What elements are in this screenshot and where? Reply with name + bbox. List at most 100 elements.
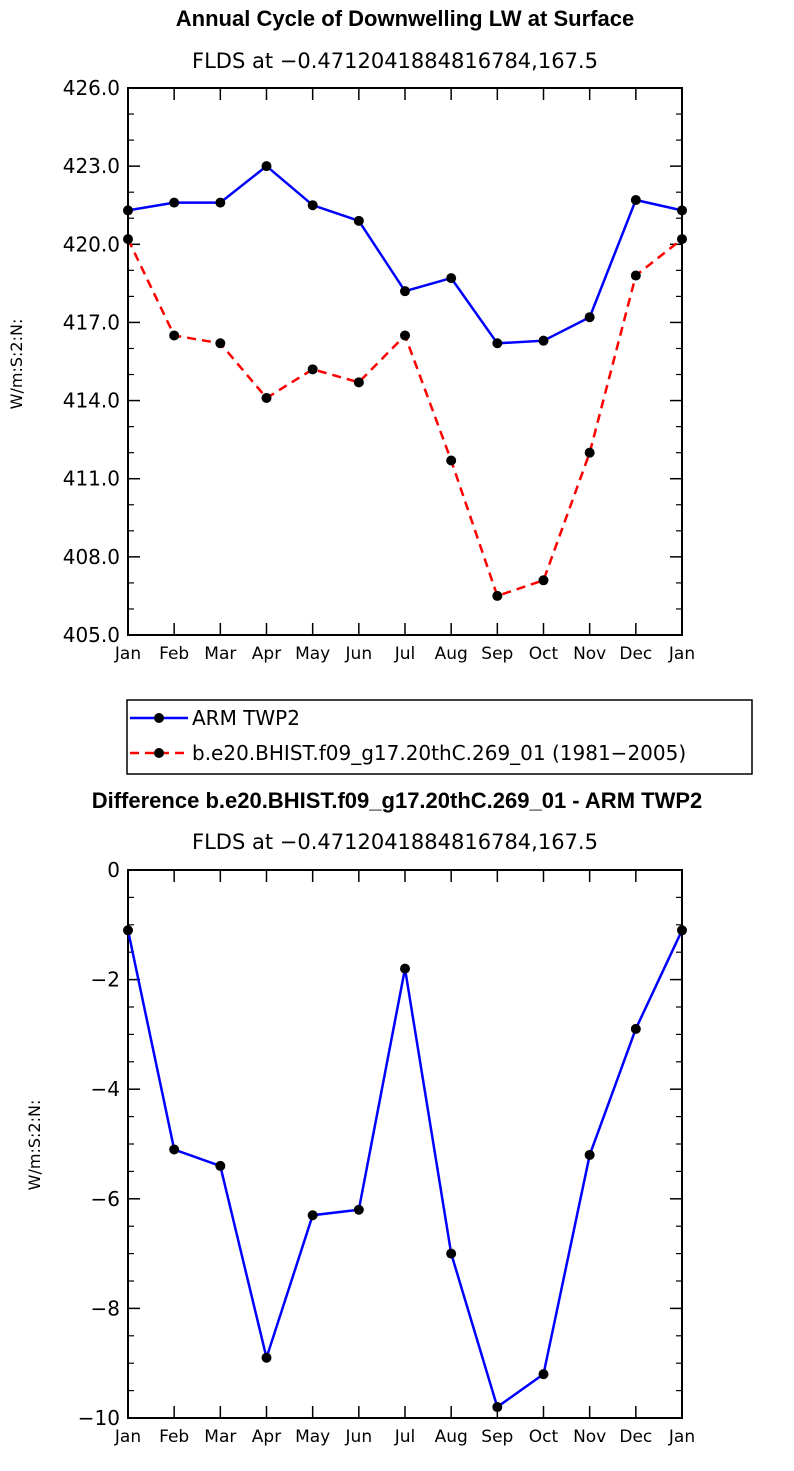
legend-marker-model xyxy=(154,748,164,758)
y-tick-label: 417.0 xyxy=(63,310,120,334)
plot-frame xyxy=(127,869,683,1419)
y-tick-label: 0 xyxy=(107,858,120,882)
data-point xyxy=(215,1160,226,1171)
chart-title: Annual Cycle of Downwelling LW at Surfac… xyxy=(176,6,634,31)
data-point xyxy=(630,195,641,206)
data-point xyxy=(215,197,226,208)
x-tick-label: Feb xyxy=(159,644,189,664)
data-point xyxy=(492,338,503,349)
x-tick-label: Mar xyxy=(204,1427,236,1447)
x-tick-label: Dec xyxy=(619,644,652,664)
y-tick-label: −4 xyxy=(91,1077,120,1101)
legend-label-arm: ARM TWP2 xyxy=(192,706,300,730)
data-point xyxy=(123,234,133,245)
data-point xyxy=(400,330,410,341)
data-point xyxy=(400,286,410,297)
x-tick-label: Jan xyxy=(114,1427,141,1447)
legend-marker-arm xyxy=(154,713,164,723)
x-tick-label: May xyxy=(295,1427,330,1447)
plot-border xyxy=(127,869,683,1419)
data-point xyxy=(677,925,687,936)
data-point xyxy=(677,234,687,245)
series-line-0 xyxy=(127,164,683,345)
legend: ARM TWP2 b.e20.BHIST.f09_g17.20thC.269_0… xyxy=(126,699,753,775)
y-axis-label: W/m:S:2:N: xyxy=(25,1100,44,1191)
x-tick-label: Oct xyxy=(529,1427,559,1447)
data-point xyxy=(677,205,687,216)
y-tick-label: 423.0 xyxy=(63,154,120,178)
data-point xyxy=(584,312,595,323)
data-point xyxy=(584,1149,595,1160)
tick-labels: 405.0 408.0 411.0 414.0 417.0 420.0 423.0 426.0… xyxy=(63,76,695,664)
x-tick-label: Jun xyxy=(345,1427,373,1447)
data-point xyxy=(169,197,180,208)
series-line-0 xyxy=(126,929,684,1410)
data-point xyxy=(400,963,410,974)
y-tick-label: −8 xyxy=(91,1296,120,1320)
data-point xyxy=(446,273,457,284)
difference-chart: Difference b.e20.BHIST.f09_g17.20thC.269… xyxy=(25,788,702,1447)
data-point xyxy=(353,215,364,226)
x-tick-label: Jan xyxy=(114,644,141,664)
x-tick-label: Aug xyxy=(435,644,468,664)
data-point xyxy=(353,1204,364,1215)
x-tick-label: Apr xyxy=(252,644,281,664)
y-tick-label: 426.0 xyxy=(63,76,120,100)
y-tick-label: 414.0 xyxy=(63,389,120,413)
x-tick-label: Nov xyxy=(573,1427,606,1447)
data-point xyxy=(307,1210,318,1221)
x-tick-label: Oct xyxy=(529,644,559,664)
data-point xyxy=(261,392,272,403)
legend-box xyxy=(126,699,753,775)
y-tick-label: −2 xyxy=(91,968,120,992)
data-point xyxy=(261,1352,272,1363)
data-point xyxy=(261,161,272,172)
data-point xyxy=(538,335,549,346)
data-point xyxy=(584,447,595,458)
data-point xyxy=(630,270,641,281)
x-tick-label: Sep xyxy=(481,644,513,664)
x-tick-label: Apr xyxy=(252,1427,281,1447)
y-tick-label: −6 xyxy=(91,1187,120,1211)
y-tick-label: −10 xyxy=(78,1406,120,1430)
data-point xyxy=(446,455,457,466)
x-tick-label: Nov xyxy=(573,644,606,664)
annual-cycle-chart: Annual Cycle of Downwelling LW at Surfac… xyxy=(7,6,695,664)
y-axis-label: W/m:S:2:N: xyxy=(7,319,26,410)
y-tick-label: 411.0 xyxy=(63,467,120,491)
data-point xyxy=(307,200,318,211)
data-point xyxy=(492,590,503,601)
axis-ticks xyxy=(127,869,683,1419)
plot-frame xyxy=(127,87,683,636)
data-point xyxy=(169,1144,180,1155)
data-point xyxy=(492,1402,503,1413)
x-tick-label: Sep xyxy=(481,1427,513,1447)
x-tick-label: Jul xyxy=(394,1427,416,1447)
y-tick-label: 408.0 xyxy=(63,545,120,569)
data-point xyxy=(538,1369,549,1380)
plot-border xyxy=(127,87,683,636)
data-point xyxy=(307,364,318,375)
x-tick-label: Jul xyxy=(394,644,416,664)
x-tick-label: Jan xyxy=(668,644,695,664)
x-tick-label: Feb xyxy=(159,1427,189,1447)
x-tick-label: Jun xyxy=(345,644,373,664)
data-point xyxy=(215,338,226,349)
data-point xyxy=(538,575,549,586)
legend-label-model: b.e20.BHIST.f09_g17.20thC.269_01 (1981−2… xyxy=(192,741,686,765)
chart-subtitle: FLDS at −0.4712041884816784,167.5 xyxy=(192,49,598,73)
x-tick-label: Jan xyxy=(668,1427,695,1447)
x-tick-label: May xyxy=(295,644,330,664)
data-point xyxy=(446,1248,457,1259)
y-tick-label: 420.0 xyxy=(63,232,120,256)
data-point xyxy=(353,377,364,388)
tick-labels: −10 −8 −6 −4 −2 0 Jan Feb Mar Apr May Jun Jul Aug Sep O… xyxy=(78,858,695,1447)
chart-title: Difference b.e20.BHIST.f09_g17.20thC.269… xyxy=(92,788,703,813)
data-point xyxy=(123,925,133,936)
x-tick-label: Aug xyxy=(435,1427,468,1447)
x-tick-label: Dec xyxy=(619,1427,652,1447)
data-point xyxy=(123,205,133,216)
data-point xyxy=(169,330,180,341)
data-point xyxy=(630,1023,641,1034)
